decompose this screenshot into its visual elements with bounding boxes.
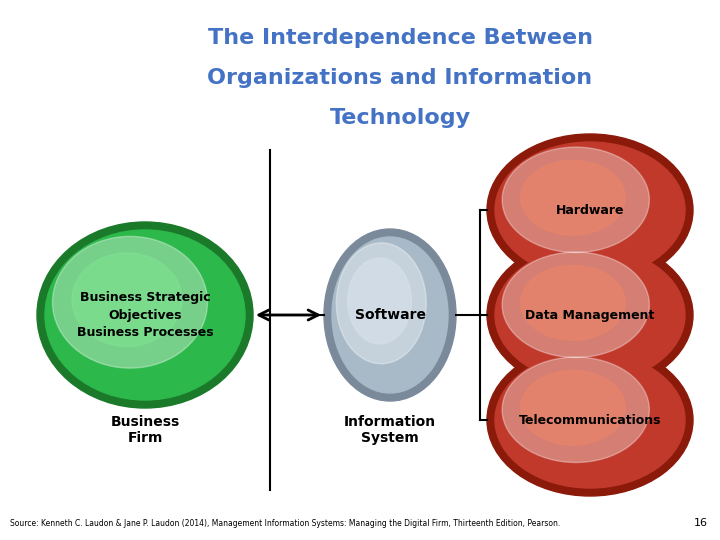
Ellipse shape: [53, 237, 207, 368]
Text: Telecommunications: Telecommunications: [518, 414, 661, 427]
Ellipse shape: [348, 258, 411, 344]
Ellipse shape: [521, 370, 625, 445]
Text: Software: Software: [354, 308, 426, 322]
Ellipse shape: [495, 352, 685, 488]
Ellipse shape: [336, 243, 426, 364]
Text: Technology: Technology: [330, 108, 471, 128]
Ellipse shape: [502, 357, 649, 462]
Text: Data Management: Data Management: [526, 308, 654, 321]
Ellipse shape: [324, 229, 456, 401]
Ellipse shape: [502, 252, 649, 357]
Text: Business
Firm: Business Firm: [110, 415, 179, 445]
Ellipse shape: [495, 142, 685, 278]
Ellipse shape: [332, 237, 448, 393]
Ellipse shape: [502, 147, 649, 253]
Text: The Interdependence Between: The Interdependence Between: [207, 28, 593, 48]
Ellipse shape: [45, 230, 245, 400]
Text: Hardware: Hardware: [556, 204, 624, 217]
Ellipse shape: [487, 344, 693, 496]
Ellipse shape: [521, 160, 625, 235]
Ellipse shape: [37, 222, 253, 408]
Text: Business Strategic
Objectives
Business Processes: Business Strategic Objectives Business P…: [77, 292, 213, 339]
Ellipse shape: [72, 253, 182, 347]
Text: 16: 16: [694, 518, 708, 528]
Ellipse shape: [521, 265, 625, 340]
Text: Information
System: Information System: [344, 415, 436, 445]
Ellipse shape: [487, 134, 693, 286]
Ellipse shape: [487, 239, 693, 391]
Text: Organizations and Information: Organizations and Information: [207, 68, 593, 88]
Text: Source: Kenneth C. Laudon & Jane P. Laudon (2014), Management Information System: Source: Kenneth C. Laudon & Jane P. Laud…: [10, 519, 560, 528]
Ellipse shape: [495, 247, 685, 383]
